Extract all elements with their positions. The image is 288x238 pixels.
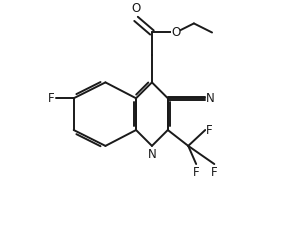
Text: F: F — [211, 166, 218, 179]
Text: O: O — [171, 26, 180, 39]
Text: N: N — [147, 148, 156, 161]
Text: F: F — [193, 166, 200, 179]
Text: O: O — [131, 2, 141, 15]
Text: N: N — [206, 92, 215, 105]
Text: F: F — [206, 124, 213, 137]
Text: F: F — [48, 92, 54, 105]
